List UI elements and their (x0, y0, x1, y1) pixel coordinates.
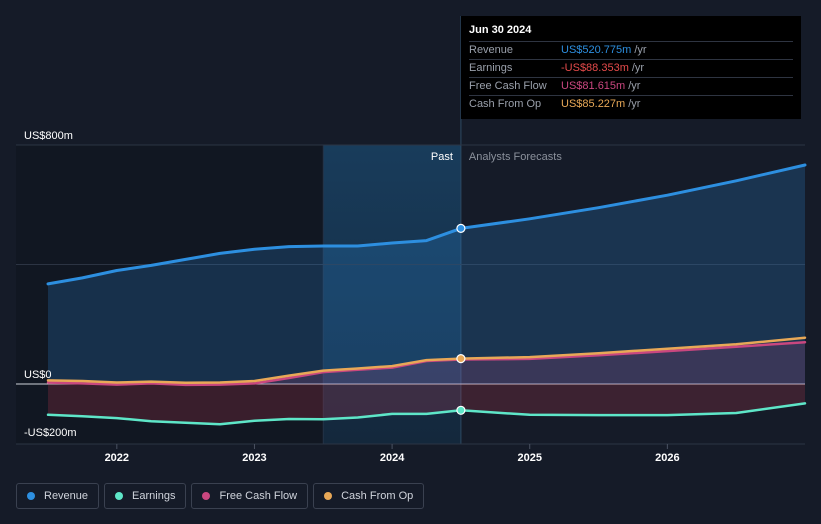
revenue-marker (456, 223, 466, 233)
tooltip-row-free-cash-flow: Free Cash Flow US$81.615m /yr (469, 78, 793, 96)
legend-label: Cash From Op (341, 490, 414, 502)
tooltip-value: US$81.615m (561, 80, 626, 92)
revenue-line (46, 163, 807, 286)
tooltip-unit: /yr (634, 44, 647, 56)
legend-item-cash-from-op[interactable]: Cash From Op (313, 483, 425, 509)
legend-dot-icon (324, 492, 333, 500)
tooltip-label: Cash From Op (469, 98, 542, 110)
tooltip-value: US$520.775m (561, 44, 632, 56)
tooltip-row-earnings: Earnings -US$88.353m /yr (469, 60, 793, 78)
legend-item-revenue[interactable]: Revenue (16, 483, 100, 509)
past-highlight-band (323, 145, 461, 444)
legend-label: Earnings (132, 490, 176, 502)
tooltip-date: Jun 30 2024 (469, 24, 793, 42)
chart-canvas: US$800m US$0 -US$200m 2022 2023 2024 2025 2026 P… (16, 16, 807, 464)
cfo-marker (456, 354, 466, 364)
legend-dot-icon (202, 492, 211, 500)
x-axis-tick-label: 2024 (380, 452, 405, 464)
tooltip: Jun 30 2024 Revenue US$520.775m /yr Earn… (461, 16, 801, 119)
legend-item-free-cash-flow[interactable]: Free Cash Flow (191, 483, 309, 509)
legend-label: Revenue (44, 490, 89, 502)
legend: Revenue Earnings Free Cash Flow Cash Fro… (16, 483, 425, 509)
tooltip-unit: /yr (628, 98, 641, 110)
tooltip-label: Revenue (469, 44, 514, 56)
x-axis-tick-label: 2026 (655, 452, 679, 464)
x-axis-tick-label: 2023 (242, 452, 266, 464)
y-axis-label: US$800m (24, 130, 73, 142)
tooltip-label: Earnings (469, 62, 513, 74)
x-axis-tick-label: 2025 (517, 452, 541, 464)
revenue-area (48, 165, 805, 384)
tooltip-value: -US$88.353m (561, 62, 629, 74)
legend-dot-icon (27, 492, 35, 500)
legend-label: Free Cash Flow (219, 490, 298, 502)
earnings-line (46, 402, 807, 426)
tooltip-label: Free Cash Flow (469, 80, 547, 92)
forecast-label: Analysts Forecasts (469, 151, 562, 163)
legend-dot-icon (115, 492, 124, 500)
tooltip-unit: /yr (628, 80, 641, 92)
past-label: Past (431, 151, 453, 163)
x-axis-tick-label: 2022 (105, 452, 129, 464)
tooltip-row-revenue: Revenue US$520.775m /yr (469, 42, 793, 60)
legend-item-earnings[interactable]: Earnings (104, 483, 187, 509)
fcf-line (46, 340, 807, 387)
earnings-marker (456, 405, 466, 415)
tooltip-row-cash-from-op: Cash From Op US$85.227m /yr (469, 96, 793, 113)
y-axis-label: -US$200m (24, 427, 77, 439)
y-axis-label: US$0 (24, 369, 52, 381)
cfo-line (46, 336, 807, 385)
tooltip-unit: /yr (631, 62, 645, 74)
fcf-area (48, 342, 805, 385)
tooltip-value: US$85.227m (561, 98, 626, 110)
